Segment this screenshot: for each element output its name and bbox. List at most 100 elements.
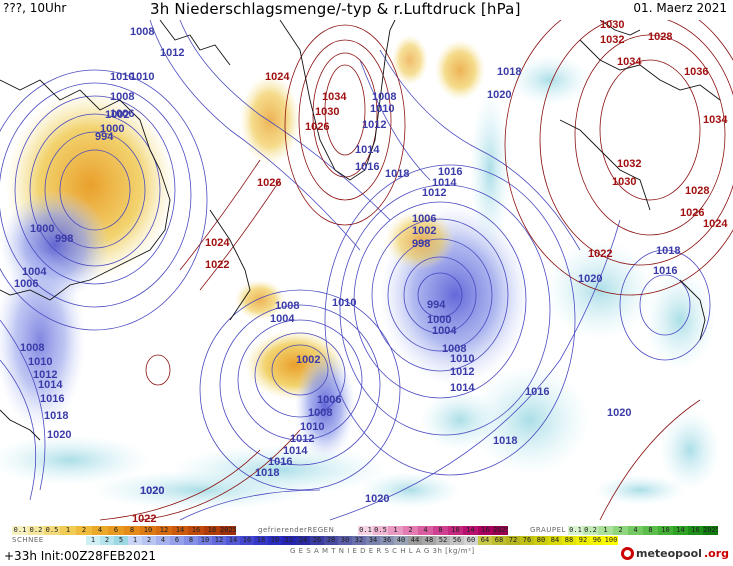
isobar-label: 1016	[653, 265, 677, 277]
legend-swatch: 8	[184, 536, 198, 545]
isobar-label: 1014	[355, 144, 380, 156]
isobar-label: 1004	[22, 266, 47, 278]
legend-swatch: 1	[86, 536, 100, 545]
isobar-label: 1008	[110, 91, 134, 103]
legend-swatch: 6	[108, 526, 124, 535]
isobar-label: 1010	[332, 297, 356, 309]
legend-swatch: 0.2	[583, 526, 598, 535]
isobar-label: 1000	[30, 223, 54, 235]
isobar-label: 1014	[283, 445, 308, 457]
legend-swatch: 2	[613, 526, 628, 535]
isobar-label: 1012	[422, 187, 446, 199]
pressure-labels: 1008101010121010100810061002100099499810…	[14, 20, 728, 522]
legend-swatch: 96	[590, 536, 604, 545]
legend-swatch: 52	[436, 536, 450, 545]
legend-swatch: 10	[140, 526, 156, 535]
legend-swatch: 100	[604, 536, 618, 545]
isobar-label: 1008	[308, 407, 332, 419]
isobar-label: 1014	[450, 382, 475, 394]
isobar-label: 1026	[305, 121, 329, 133]
legend-swatch: 4	[628, 526, 643, 535]
isobar-label: 1000	[427, 314, 451, 326]
legend-swatch: 16	[240, 536, 254, 545]
isobar-label: 1004	[432, 325, 457, 337]
legend-swatch: 1	[60, 526, 76, 535]
isobar-label: 1008	[20, 342, 44, 354]
isobar-label: 1002	[105, 109, 129, 121]
legend-swatch: 2	[403, 526, 418, 535]
legend-freezing-rain-label: gefrierenderREGEN	[258, 526, 335, 534]
brand-name: meteopool	[635, 547, 702, 560]
legend-swatch: 10	[658, 526, 673, 535]
isobar-label: 1022	[588, 248, 612, 260]
isobar-label: 1018	[656, 245, 680, 257]
legend-swatch: 16	[688, 526, 703, 535]
legend-swatch: 6	[170, 536, 184, 545]
legend-swatch: 2025+	[703, 526, 718, 535]
legend-swatch: 30	[338, 536, 352, 545]
isobar-label: 998	[55, 233, 73, 245]
isobar-label: 1020	[578, 273, 602, 285]
legend-swatch: 2	[142, 536, 156, 545]
legend-swatch: 8	[643, 526, 658, 535]
isobar-label: 1018	[493, 435, 517, 447]
legend-swatch: 0.1	[358, 526, 373, 535]
brand-logo[interactable]: meteopool .org	[620, 547, 729, 560]
legend-swatch: 88	[562, 536, 576, 545]
isobar-label: 1006	[412, 213, 436, 225]
legend-swatch: 56	[450, 536, 464, 545]
legend-swatch: 14	[226, 536, 240, 545]
isobar-label: 1008	[275, 300, 299, 312]
isobar-label: 1030	[315, 106, 339, 118]
isobar-label: 1012	[362, 119, 386, 131]
isobar-label: 1006	[14, 278, 38, 290]
isobar-label: 1018	[44, 410, 68, 422]
isobar-label: 1020	[487, 89, 511, 101]
isobar-label: 1032	[600, 34, 624, 46]
legend-swatch: 1	[388, 526, 403, 535]
legend-swatch: 0.1	[12, 526, 28, 535]
legend-swatch: 24	[296, 536, 310, 545]
isobar-label: 1010	[130, 71, 154, 83]
legend-swatch: 44	[408, 536, 422, 545]
legend-swatch: 28	[324, 536, 338, 545]
isobar-label: 1018	[255, 467, 279, 479]
isobar-label: 1010	[300, 421, 324, 433]
legend-swatch: 4	[156, 536, 170, 545]
legend-swatch: 0.5	[373, 526, 388, 535]
isobar-label: 1032	[617, 158, 641, 170]
legend-swatch: 2	[76, 526, 92, 535]
legend-swatch: 14	[463, 526, 478, 535]
isobar-label: 1012	[33, 369, 57, 381]
legend-swatch: 5	[114, 536, 128, 545]
isobar-label: 1034	[617, 56, 642, 68]
brand-tld: .org	[703, 547, 729, 560]
legend-swatch: 68	[492, 536, 506, 545]
isobar-label: 1010	[28, 356, 52, 368]
header-bar: ???, 10Uhr 3h Niederschlagsmenge/-typ & …	[0, 0, 733, 20]
isobar-label: 1016	[268, 456, 292, 468]
isobar-label: 1026	[257, 177, 281, 189]
isobar-label: 1012	[450, 366, 474, 378]
legend-swatch: 84	[548, 536, 562, 545]
isobar-label: 1010	[450, 353, 474, 365]
coastline-layer	[0, 20, 721, 441]
isobar-label: 1018	[385, 168, 409, 180]
legend-swatch: 16	[188, 526, 204, 535]
legend-swatch: 48	[422, 536, 436, 545]
legend-swatch: 14	[673, 526, 688, 535]
isobar-label: 1018	[497, 66, 521, 78]
legend-swatch: 1	[598, 526, 613, 535]
isobar-label: 1030	[612, 176, 636, 188]
map-title: 3h Niederschlagsmenge/-typ & r.Luftdruck…	[150, 0, 521, 18]
isobar-label: 1008	[442, 343, 466, 355]
legend-swatch: 32	[352, 536, 366, 545]
legend-swatch: 18	[204, 526, 220, 535]
isobar-label: 1034	[703, 114, 728, 126]
isobar-label: 1002	[296, 354, 320, 366]
isobar-label: 1012	[160, 47, 184, 59]
